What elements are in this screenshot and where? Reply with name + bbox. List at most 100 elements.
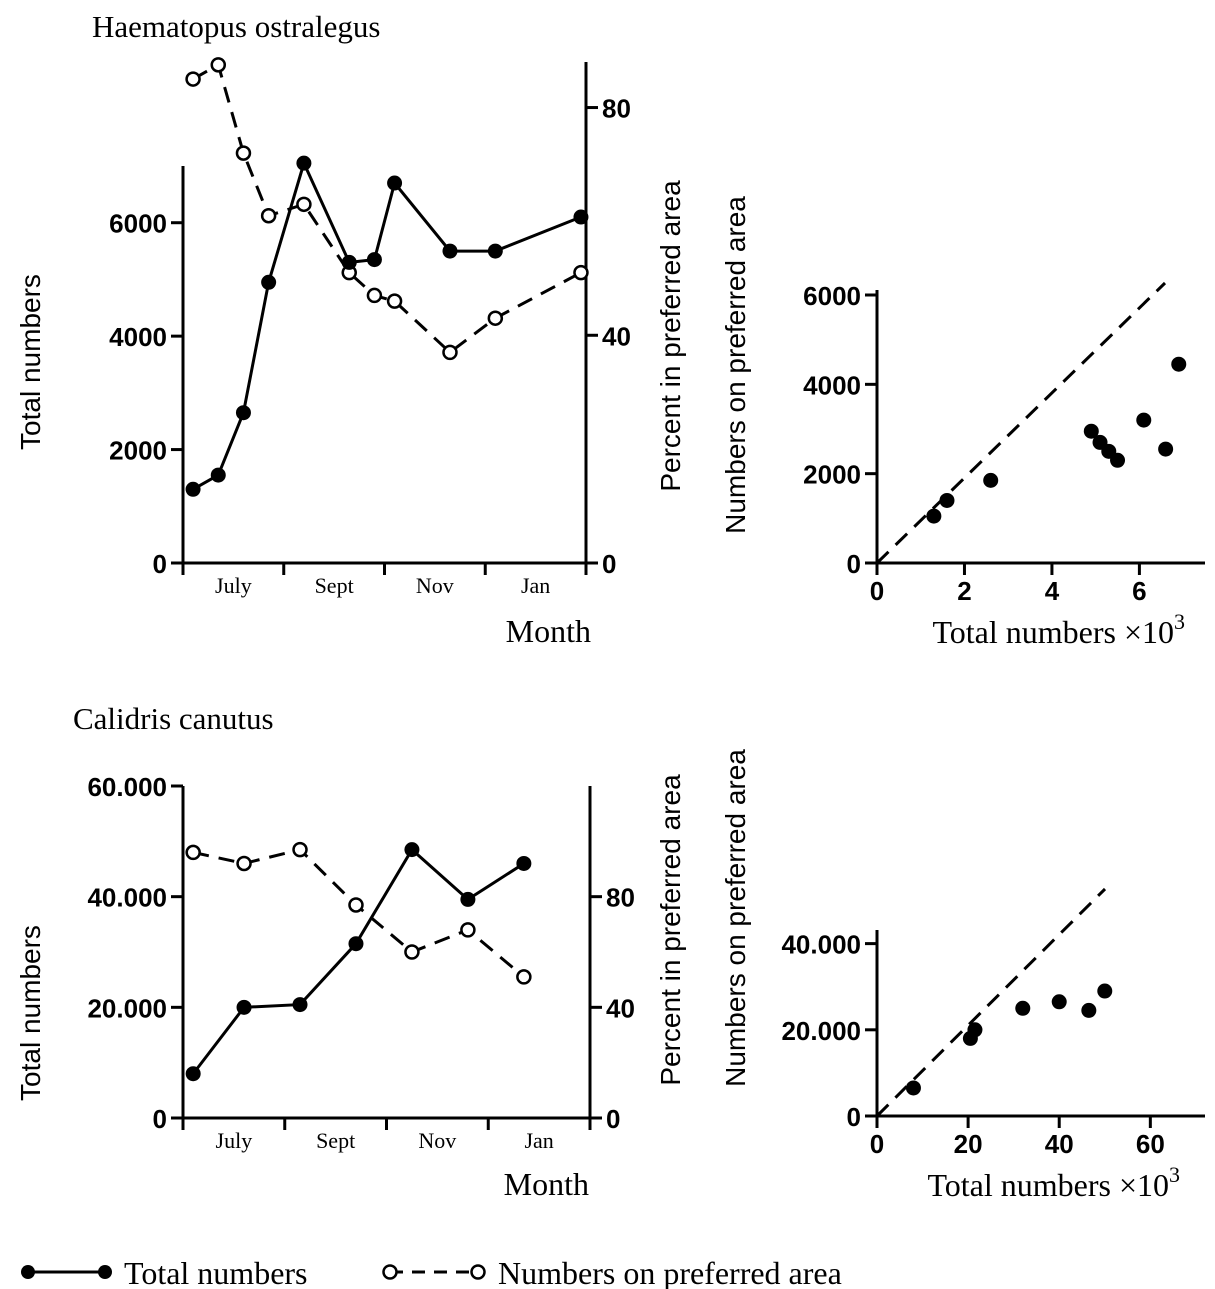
panel1-title: Haematopus ostralegus <box>92 9 380 44</box>
panel1-total-point <box>296 155 312 171</box>
panel3-month-label: Sept <box>316 1128 355 1153</box>
panel2-point <box>1171 356 1187 372</box>
panel3-y2label: Percent in preferred area <box>655 774 686 1086</box>
panel1-total-point <box>366 252 382 268</box>
panel2-xlabel-exponent: 3 <box>1174 609 1185 634</box>
panel3-total-point <box>404 842 420 858</box>
panel2-reference-line <box>875 281 1167 565</box>
panel3-month-label: July <box>216 1128 253 1153</box>
panel1-total-point <box>261 274 277 290</box>
panel1-ylabel: Total numbers <box>15 274 46 450</box>
panel3-month-label: Jan <box>524 1128 553 1153</box>
panel2-ytick-label: 4000 <box>803 370 861 400</box>
panel4-point <box>1081 1002 1097 1018</box>
panel3-preferred-point <box>516 969 532 985</box>
panel1-ytick-label: 2000 <box>109 436 167 466</box>
legend-dashed-marker-right <box>470 1264 486 1280</box>
panel4-point <box>1097 983 1113 999</box>
panel1-total-point <box>387 175 403 191</box>
panel4-point <box>967 1022 983 1038</box>
panel3-preferred-point <box>185 844 201 861</box>
panel4-xtick-label: 40 <box>1045 1129 1074 1159</box>
panel4-reference-line <box>875 887 1107 1118</box>
panel1-total-point <box>487 243 503 259</box>
legend: Total numbers Numbers on preferred area <box>21 1255 842 1289</box>
panel4-ytick-label: 0 <box>847 1102 861 1132</box>
panel1-month-label: Sept <box>315 573 354 598</box>
panel3-preferred-point <box>348 897 364 913</box>
panel4-point <box>905 1080 921 1096</box>
panel1-total-point <box>185 481 201 497</box>
panel4-xtick-label: 0 <box>870 1129 884 1159</box>
panel4-point <box>1015 1000 1031 1016</box>
panel4-xlabel-exponent: 3 <box>1169 1162 1180 1187</box>
panel1-series-total-line <box>192 158 582 491</box>
panel1-series-preferred-line <box>192 62 582 355</box>
panel4-point <box>1051 994 1067 1010</box>
panel1-preferred-point <box>185 71 201 87</box>
panel2-ytick-label: 0 <box>847 549 861 579</box>
panel1-y2tick-label: 40 <box>602 321 631 351</box>
panel2-point <box>1110 452 1126 468</box>
panel3-ytick-label: 40.000 <box>87 883 167 913</box>
panel2-ytick-label: 2000 <box>803 460 861 490</box>
panel1-preferred-point <box>386 293 403 309</box>
panel1-preferred-point <box>210 57 227 73</box>
panel3-total-point <box>348 936 364 952</box>
panel3-ytick-label: 60.000 <box>87 772 167 802</box>
legend-solid-label: Total numbers <box>124 1255 308 1289</box>
panel2-xlabel-main: Total numbers ×10 <box>932 614 1174 650</box>
panel3-title: Calidris canutus <box>73 701 274 736</box>
panel3-y2tick-label: 80 <box>606 883 635 913</box>
panel3-total-point <box>185 1066 201 1082</box>
panel1-preferred-point <box>366 287 383 304</box>
panel3-ylabel: Total numbers <box>15 925 46 1101</box>
panel2-xtick-label: 4 <box>1045 576 1060 606</box>
panel2-point <box>1136 412 1152 428</box>
panel1-preferred-point <box>573 264 589 281</box>
panel1-month-label: Jan <box>521 573 550 598</box>
panel2-point <box>1158 441 1174 457</box>
panel2-ylabel: Numbers on preferred area <box>720 196 751 534</box>
panel2-xtick-label: 2 <box>957 576 971 606</box>
panel4-ytick-label: 40.000 <box>781 930 861 960</box>
panel1-total-point <box>442 243 458 259</box>
panel1-total-point <box>341 254 357 270</box>
panel3-preferred-point <box>236 855 252 872</box>
panel3-y2tick-label: 0 <box>606 1104 620 1134</box>
panel3-preferred-point <box>404 944 420 960</box>
panel2-point <box>1083 423 1099 439</box>
panel2-point <box>939 492 955 508</box>
panel2-xtick-label: 6 <box>1132 576 1146 606</box>
panel1-total-point <box>210 467 226 483</box>
panel3-series-total-line <box>191 847 525 1075</box>
legend-solid-marker-left <box>21 1265 35 1279</box>
panel4-xlabel-main: Total numbers ×10 <box>927 1167 1169 1203</box>
panel3-y2tick-label: 40 <box>606 993 635 1023</box>
panel1-ytick-label: 4000 <box>109 322 167 352</box>
panel3-total-point <box>236 999 252 1015</box>
panel1-month-label: Nov <box>416 573 454 598</box>
panel1-ytick-label: 0 <box>153 549 167 579</box>
panel3-preferred-point <box>292 841 308 858</box>
panel1-preferred-point <box>235 145 252 161</box>
panel3-xlabel: Month <box>504 1166 589 1202</box>
panel4-ylabel: Numbers on preferred area <box>720 749 751 1087</box>
panel1-total-point <box>235 405 251 421</box>
panel1-preferred-point <box>296 196 312 213</box>
panel3-month-label: Nov <box>418 1128 456 1153</box>
panel1-y2tick-label: 80 <box>602 94 631 124</box>
panel4-xtick-label: 60 <box>1136 1129 1165 1159</box>
panel2-xtick-label: 0 <box>870 576 884 606</box>
panel1-total-point <box>573 209 589 225</box>
panel3-total-point <box>292 997 308 1013</box>
panel1-xlabel: Month <box>506 613 591 649</box>
panel1-preferred-point <box>260 207 277 224</box>
panel3-ytick-label: 20.000 <box>87 993 167 1023</box>
panel2-point <box>983 472 999 488</box>
panel1-ytick-label: 6000 <box>109 209 167 239</box>
panel3-ytick-label: 0 <box>153 1104 167 1134</box>
panel1-y2label: Percent in preferred area <box>655 180 686 492</box>
panel4-xlabel: Total numbers ×103 <box>927 1162 1180 1203</box>
